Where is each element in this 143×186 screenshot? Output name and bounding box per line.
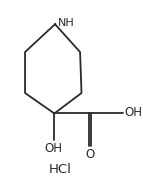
Text: NH: NH [58,18,75,28]
Text: O: O [85,148,94,161]
Text: OH: OH [124,106,142,119]
Text: OH: OH [44,142,62,155]
Text: HCl: HCl [49,163,72,176]
